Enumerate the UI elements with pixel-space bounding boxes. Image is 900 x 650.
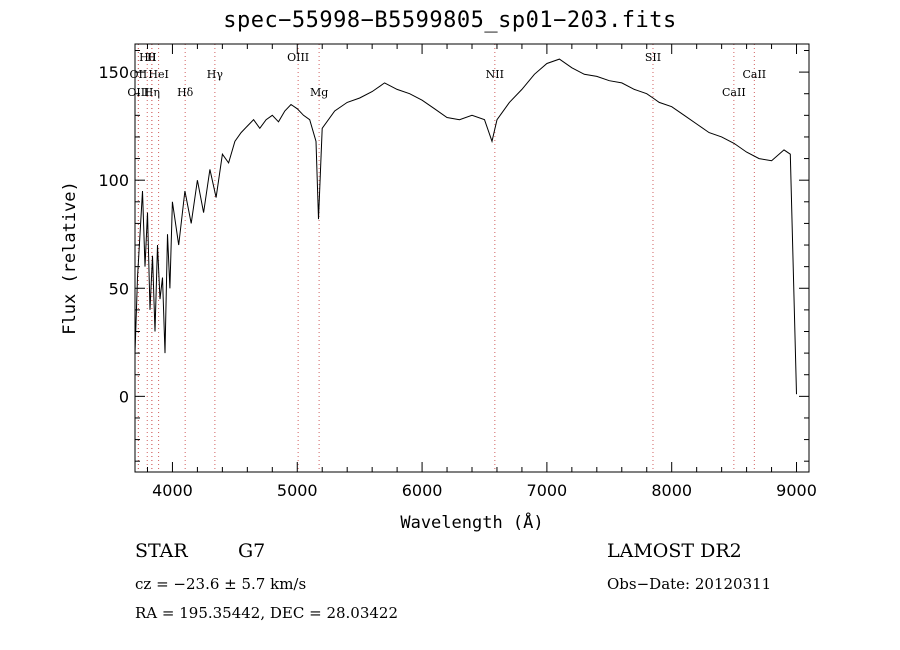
- x-axis-label: Wavelength (Å): [400, 511, 543, 533]
- chart-title: spec−55998−B5599805_sp01−203.fits: [223, 8, 677, 33]
- line-marker-label: CaII: [722, 86, 746, 99]
- coordinates: RA = 195.35442, DEC = 28.03422: [135, 604, 399, 622]
- line-marker-label: H: [147, 51, 157, 64]
- y-tick-label: 50: [109, 279, 129, 298]
- x-axis: 4000 5000 6000 7000 8000 9000: [146, 44, 817, 500]
- line-marker-label: SII: [645, 51, 661, 64]
- spectrum-line: [134, 58, 797, 395]
- cz-value: cz = −23.6 ± 5.7 km/s: [135, 575, 307, 593]
- line-marker-label: CaII: [742, 68, 766, 81]
- x-tick-label: 9000: [776, 481, 817, 500]
- object-class: STAR: [135, 540, 188, 562]
- line-marker-label: Hη: [144, 86, 160, 99]
- plot-frame: [134, 43, 810, 473]
- line-marker-label: OIII: [127, 86, 149, 99]
- line-marker-label: Hδ: [177, 86, 194, 99]
- y-tick-label: 100: [98, 171, 129, 190]
- y-tick-label: 150: [98, 63, 129, 82]
- x-tick-label: 8000: [651, 481, 692, 500]
- obs-date: Obs−Date: 20120311: [607, 575, 772, 593]
- survey-name: LAMOST DR2: [607, 540, 742, 562]
- line-marker-label: NII: [486, 68, 504, 81]
- line-marker-label: HeI: [148, 68, 168, 81]
- line-marker-label: OIII: [287, 51, 309, 64]
- line-marker-label: OII: [130, 68, 148, 81]
- line-marker-label: Hγ: [207, 68, 224, 81]
- x-tick-label: 7000: [527, 481, 568, 500]
- x-tick-label: 5000: [277, 481, 318, 500]
- subclass: G7: [238, 540, 266, 562]
- y-tick-label: 0: [119, 387, 129, 406]
- y-axis-label: Flux (relative): [60, 181, 80, 335]
- x-tick-label: 6000: [402, 481, 443, 500]
- line-marker-label: Mg: [310, 86, 328, 99]
- x-tick-label: 4000: [152, 481, 193, 500]
- y-axis: 0 50 100 150: [98, 49, 809, 462]
